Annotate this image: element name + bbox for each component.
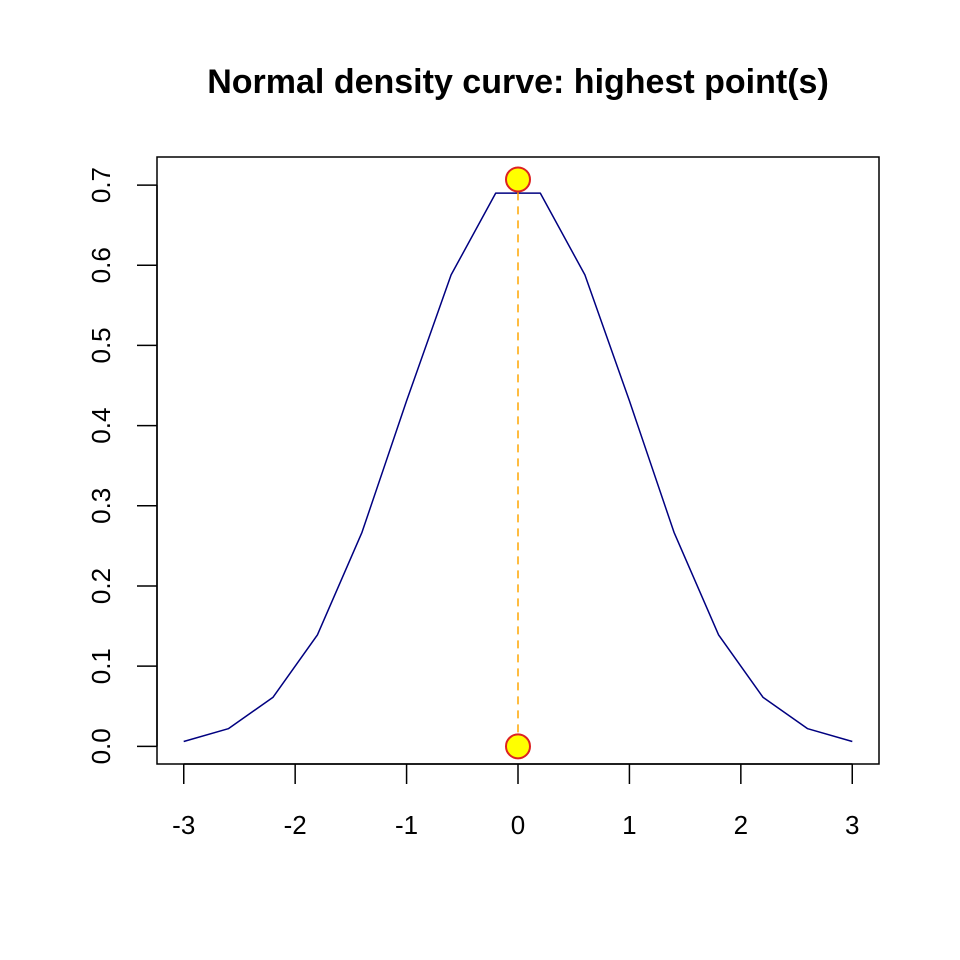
y-tick-label: 0.3 [86, 488, 116, 524]
x-tick-label: 0 [511, 810, 525, 840]
y-tick-label: 0.6 [86, 247, 116, 283]
x-tick-label: -1 [395, 810, 418, 840]
y-tick-label: 0.5 [86, 327, 116, 363]
x-tick-label: 3 [845, 810, 859, 840]
y-axis: 0.0 0.1 0.2 0.3 0.4 0.5 0.6 0.7 [86, 167, 158, 764]
peak-point-marker [505, 166, 531, 193]
y-tick-label: 0.4 [86, 408, 116, 444]
chart-title: Normal density curve: highest point(s) [207, 63, 829, 101]
y-tick-label: 0.7 [86, 167, 116, 203]
x-tick-label: 1 [622, 810, 636, 840]
y-tick-label: 0.1 [86, 648, 116, 684]
plot-area [183, 166, 853, 760]
y-tick-label: 0.2 [86, 568, 116, 604]
x-tick-label: -3 [172, 810, 195, 840]
y-tick-label: 0.0 [86, 728, 116, 764]
x-tick-label: 2 [734, 810, 748, 840]
peak-base-marker [505, 733, 531, 760]
x-tick-label: -2 [284, 810, 307, 840]
x-axis: -3 -2 -1 0 1 2 3 [172, 763, 859, 840]
